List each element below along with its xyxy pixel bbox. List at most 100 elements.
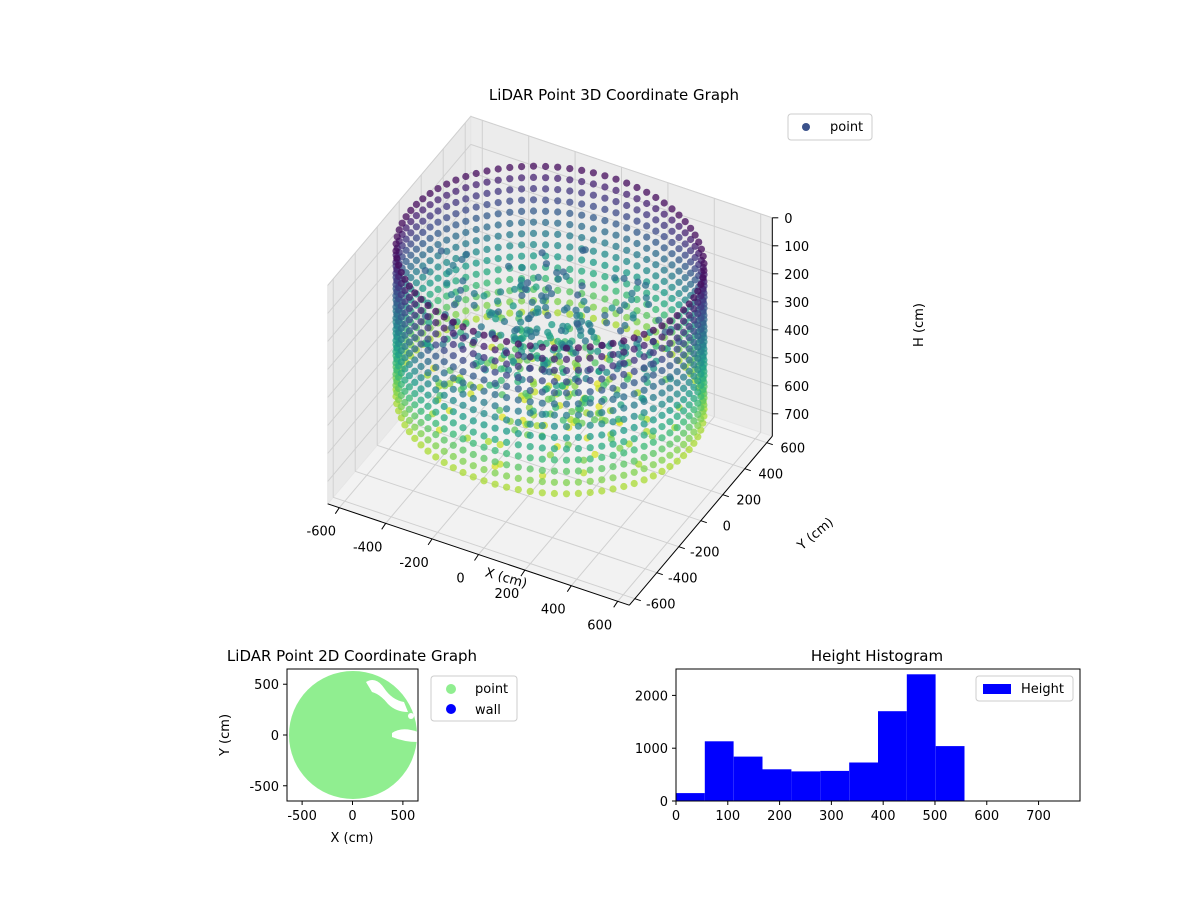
lidar-point xyxy=(419,273,427,281)
lidar-point xyxy=(550,377,559,386)
lidar-point xyxy=(566,232,574,240)
grid-line xyxy=(470,115,773,219)
lidar-point xyxy=(480,477,488,485)
lidar-point xyxy=(658,355,666,363)
lidar-point xyxy=(533,422,541,430)
lidar-point xyxy=(472,281,480,290)
lidar-point xyxy=(449,363,457,371)
lidar-point xyxy=(405,327,413,335)
lidar-point xyxy=(503,427,511,435)
lidar-point xyxy=(506,163,514,172)
lidar-point xyxy=(506,197,514,205)
lidar-point xyxy=(462,240,470,248)
lidar-point xyxy=(411,378,419,386)
lidar-point xyxy=(494,176,502,184)
lidar-point xyxy=(462,296,470,304)
lidar-point xyxy=(562,355,571,363)
lidar-point xyxy=(673,345,681,353)
lidar-point xyxy=(393,233,401,241)
x-tick-label: -400 xyxy=(353,540,383,555)
y-tick-label: 0 xyxy=(723,520,731,535)
chart-3d-title: LiDAR Point 3D Coordinate Graph xyxy=(489,86,739,104)
histogram-bar xyxy=(733,756,763,801)
lidar-point xyxy=(616,306,624,315)
lidar-point xyxy=(681,274,689,282)
lidar-point xyxy=(472,169,480,178)
lidar-point xyxy=(581,337,590,345)
lidar-point xyxy=(518,252,526,260)
lidar-point xyxy=(649,382,657,390)
lidar-point xyxy=(452,277,460,285)
lidar-point xyxy=(449,385,457,393)
lidar-point xyxy=(542,162,550,171)
lidar-point xyxy=(640,353,648,361)
lidar-point xyxy=(598,431,606,439)
lidar-point xyxy=(472,237,480,245)
lidar-point xyxy=(640,330,648,338)
lidar-point xyxy=(574,478,583,486)
lidar-point xyxy=(630,435,638,443)
lidar-point xyxy=(633,195,641,203)
histogram-bar xyxy=(820,770,850,801)
lidar-point xyxy=(506,219,514,228)
lidar-point xyxy=(483,268,491,276)
lidar-point xyxy=(633,206,641,214)
lidar-point xyxy=(440,346,448,355)
lidar-point xyxy=(601,239,609,247)
lidar-point xyxy=(612,321,620,329)
lidar-point xyxy=(405,383,413,391)
lidar-point xyxy=(640,431,648,439)
lidar-point xyxy=(685,356,693,364)
lidar-point xyxy=(417,295,425,303)
lidar-point xyxy=(405,349,413,357)
lidar-point xyxy=(426,189,434,198)
lidar-point xyxy=(550,433,559,442)
lidar-point xyxy=(449,430,457,438)
chart-3d: LiDAR Point 3D Coordinate Graph -600 -400… xyxy=(307,86,927,633)
lidar-point xyxy=(690,372,698,380)
lidar-point xyxy=(459,345,467,353)
lidar-point xyxy=(426,245,434,254)
lidar-point xyxy=(462,228,470,237)
chart-2d-x-label: X (cm) xyxy=(331,831,374,846)
lidar-point xyxy=(649,326,657,334)
y-tick xyxy=(744,468,751,472)
lidar-point xyxy=(426,212,434,220)
lidar-point xyxy=(690,383,698,391)
lidar-point xyxy=(660,233,668,241)
lidar-point xyxy=(434,207,442,215)
histogram-bar xyxy=(935,746,965,801)
lidar-point xyxy=(454,295,462,303)
lidar-point xyxy=(401,320,409,328)
lidar-point xyxy=(494,221,502,229)
lidar-point xyxy=(483,189,491,197)
lidar-point xyxy=(503,394,511,402)
lidar-point xyxy=(687,247,695,255)
lidar-point xyxy=(494,243,502,251)
y-tick-label: -200 xyxy=(690,546,720,561)
lidar-point xyxy=(506,208,514,216)
lidar-point xyxy=(623,280,631,288)
lidar-point xyxy=(623,179,631,187)
lidar-point xyxy=(503,416,511,424)
lidar-point xyxy=(580,297,588,305)
lidar-point xyxy=(426,279,434,287)
lidar-point xyxy=(694,287,702,295)
lidar-point xyxy=(411,434,419,442)
lidar-point xyxy=(620,415,628,423)
lidar-point xyxy=(514,441,522,449)
lidar-point xyxy=(652,261,660,269)
lidar-point xyxy=(449,340,457,349)
lidar-point xyxy=(666,339,674,347)
lidar-point xyxy=(544,328,552,336)
lidar-point xyxy=(411,311,419,319)
lidar-point xyxy=(601,205,609,213)
lidar-point xyxy=(459,334,467,342)
lidar-point xyxy=(527,332,536,341)
lidar-point xyxy=(562,400,571,408)
lidar-point xyxy=(491,368,499,376)
lidar-point xyxy=(480,466,488,474)
lidar-point xyxy=(643,199,651,208)
lidar-point xyxy=(690,439,698,447)
lidar-point xyxy=(574,411,583,419)
